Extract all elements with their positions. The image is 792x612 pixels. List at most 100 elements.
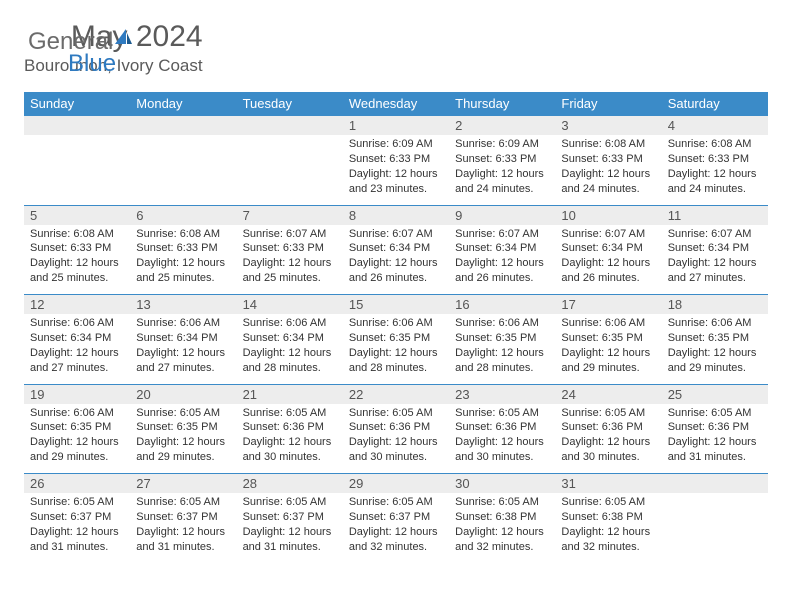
day-detail-cell: Sunrise: 6:06 AMSunset: 6:35 PMDaylight:… [662, 314, 768, 384]
logo-block: General Blue [28, 28, 134, 78]
sunset-text: Sunset: 6:33 PM [455, 152, 549, 167]
day-number-cell: 11 [662, 205, 768, 225]
daylight-text-2: and 29 minutes. [561, 361, 655, 376]
daylight-text-1: Daylight: 12 hours [455, 525, 549, 540]
sunset-text: Sunset: 6:38 PM [455, 510, 549, 525]
day-detail-cell: Sunrise: 6:08 AMSunset: 6:33 PMDaylight:… [24, 225, 130, 295]
day-number-cell: 1 [343, 116, 449, 136]
daylight-text-1: Daylight: 12 hours [243, 435, 337, 450]
day-detail-cell [24, 135, 130, 205]
sunset-text: Sunset: 6:37 PM [136, 510, 230, 525]
daynum-row: 12131415161718 [24, 295, 768, 315]
sunset-text: Sunset: 6:33 PM [561, 152, 655, 167]
day-number-cell: 28 [237, 474, 343, 494]
sunrise-text: Sunrise: 6:05 AM [30, 495, 124, 510]
weekday-header: Sunday [24, 92, 130, 116]
day-detail-cell: Sunrise: 6:06 AMSunset: 6:35 PMDaylight:… [555, 314, 661, 384]
day-detail-cell: Sunrise: 6:06 AMSunset: 6:35 PMDaylight:… [449, 314, 555, 384]
day-detail-cell: Sunrise: 6:07 AMSunset: 6:34 PMDaylight:… [555, 225, 661, 295]
day-detail-cell: Sunrise: 6:06 AMSunset: 6:35 PMDaylight:… [343, 314, 449, 384]
day-number-cell: 8 [343, 205, 449, 225]
day-number-cell: 27 [130, 474, 236, 494]
day-number-cell: 3 [555, 116, 661, 136]
day-detail-cell: Sunrise: 6:05 AMSunset: 6:37 PMDaylight:… [237, 493, 343, 563]
sail-icon-2 [114, 28, 134, 51]
daylight-text-1: Daylight: 12 hours [30, 256, 124, 271]
sunrise-text: Sunrise: 6:06 AM [668, 316, 762, 331]
sunrise-text: Sunrise: 6:06 AM [243, 316, 337, 331]
daynum-row: 567891011 [24, 205, 768, 225]
sunrise-text: Sunrise: 6:05 AM [561, 495, 655, 510]
daylight-text-2: and 25 minutes. [243, 271, 337, 286]
day-detail-cell: Sunrise: 6:08 AMSunset: 6:33 PMDaylight:… [662, 135, 768, 205]
sunrise-text: Sunrise: 6:09 AM [455, 137, 549, 152]
day-number-cell: 16 [449, 295, 555, 315]
day-detail-cell: Sunrise: 6:05 AMSunset: 6:38 PMDaylight:… [449, 493, 555, 563]
sunrise-text: Sunrise: 6:08 AM [136, 227, 230, 242]
daylight-text-2: and 31 minutes. [668, 450, 762, 465]
sunset-text: Sunset: 6:35 PM [349, 331, 443, 346]
page-header: General May 2024 Bourounon, Ivory Coast [24, 20, 768, 80]
day-number-cell: 17 [555, 295, 661, 315]
sunrise-text: Sunrise: 6:05 AM [561, 406, 655, 421]
daylight-text-1: Daylight: 12 hours [668, 346, 762, 361]
day-number-cell: 22 [343, 384, 449, 404]
day-detail-cell: Sunrise: 6:05 AMSunset: 6:36 PMDaylight:… [555, 404, 661, 474]
sunset-text: Sunset: 6:35 PM [30, 420, 124, 435]
sunset-text: Sunset: 6:34 PM [668, 241, 762, 256]
day-number-cell: 4 [662, 116, 768, 136]
day-number-cell: 10 [555, 205, 661, 225]
daylight-text-2: and 26 minutes. [561, 271, 655, 286]
day-number-cell: 7 [237, 205, 343, 225]
detail-row: Sunrise: 6:09 AMSunset: 6:33 PMDaylight:… [24, 135, 768, 205]
day-detail-cell: Sunrise: 6:09 AMSunset: 6:33 PMDaylight:… [343, 135, 449, 205]
sunset-text: Sunset: 6:35 PM [136, 420, 230, 435]
sunrise-text: Sunrise: 6:08 AM [30, 227, 124, 242]
day-number-cell: 14 [237, 295, 343, 315]
sunrise-text: Sunrise: 6:05 AM [243, 495, 337, 510]
day-detail-cell: Sunrise: 6:06 AMSunset: 6:34 PMDaylight:… [237, 314, 343, 384]
day-number-cell: 31 [555, 474, 661, 494]
daylight-text-1: Daylight: 12 hours [668, 435, 762, 450]
weekday-header-row: Sunday Monday Tuesday Wednesday Thursday… [24, 92, 768, 116]
daylight-text-2: and 27 minutes. [668, 271, 762, 286]
sunset-text: Sunset: 6:36 PM [668, 420, 762, 435]
day-detail-cell: Sunrise: 6:05 AMSunset: 6:35 PMDaylight:… [130, 404, 236, 474]
daylight-text-1: Daylight: 12 hours [349, 167, 443, 182]
sunset-text: Sunset: 6:35 PM [668, 331, 762, 346]
daylight-text-2: and 28 minutes. [349, 361, 443, 376]
sunset-text: Sunset: 6:33 PM [349, 152, 443, 167]
day-detail-cell: Sunrise: 6:05 AMSunset: 6:36 PMDaylight:… [662, 404, 768, 474]
calendar-body: 1234Sunrise: 6:09 AMSunset: 6:33 PMDayli… [24, 116, 768, 564]
sunrise-text: Sunrise: 6:05 AM [136, 495, 230, 510]
day-detail-cell: Sunrise: 6:05 AMSunset: 6:36 PMDaylight:… [343, 404, 449, 474]
day-number-cell: 19 [24, 384, 130, 404]
daylight-text-2: and 32 minutes. [455, 540, 549, 555]
day-detail-cell: Sunrise: 6:06 AMSunset: 6:34 PMDaylight:… [24, 314, 130, 384]
sunrise-text: Sunrise: 6:08 AM [561, 137, 655, 152]
daylight-text-2: and 25 minutes. [136, 271, 230, 286]
sunset-text: Sunset: 6:38 PM [561, 510, 655, 525]
sunrise-text: Sunrise: 6:05 AM [243, 406, 337, 421]
sunrise-text: Sunrise: 6:05 AM [136, 406, 230, 421]
weekday-header: Saturday [662, 92, 768, 116]
sunset-text: Sunset: 6:37 PM [30, 510, 124, 525]
sunset-text: Sunset: 6:36 PM [349, 420, 443, 435]
daylight-text-2: and 28 minutes. [243, 361, 337, 376]
daylight-text-2: and 29 minutes. [668, 361, 762, 376]
daylight-text-2: and 24 minutes. [561, 182, 655, 197]
sunrise-text: Sunrise: 6:08 AM [668, 137, 762, 152]
day-detail-cell: Sunrise: 6:05 AMSunset: 6:37 PMDaylight:… [130, 493, 236, 563]
sunrise-text: Sunrise: 6:07 AM [349, 227, 443, 242]
day-number-cell [237, 116, 343, 136]
daylight-text-2: and 29 minutes. [30, 450, 124, 465]
daylight-text-2: and 27 minutes. [136, 361, 230, 376]
sunrise-text: Sunrise: 6:06 AM [455, 316, 549, 331]
sunset-text: Sunset: 6:34 PM [30, 331, 124, 346]
daylight-text-2: and 26 minutes. [349, 271, 443, 286]
detail-row: Sunrise: 6:05 AMSunset: 6:37 PMDaylight:… [24, 493, 768, 563]
calendar-table: Sunday Monday Tuesday Wednesday Thursday… [24, 92, 768, 563]
day-number-cell: 30 [449, 474, 555, 494]
daylight-text-1: Daylight: 12 hours [561, 346, 655, 361]
sunset-text: Sunset: 6:33 PM [30, 241, 124, 256]
